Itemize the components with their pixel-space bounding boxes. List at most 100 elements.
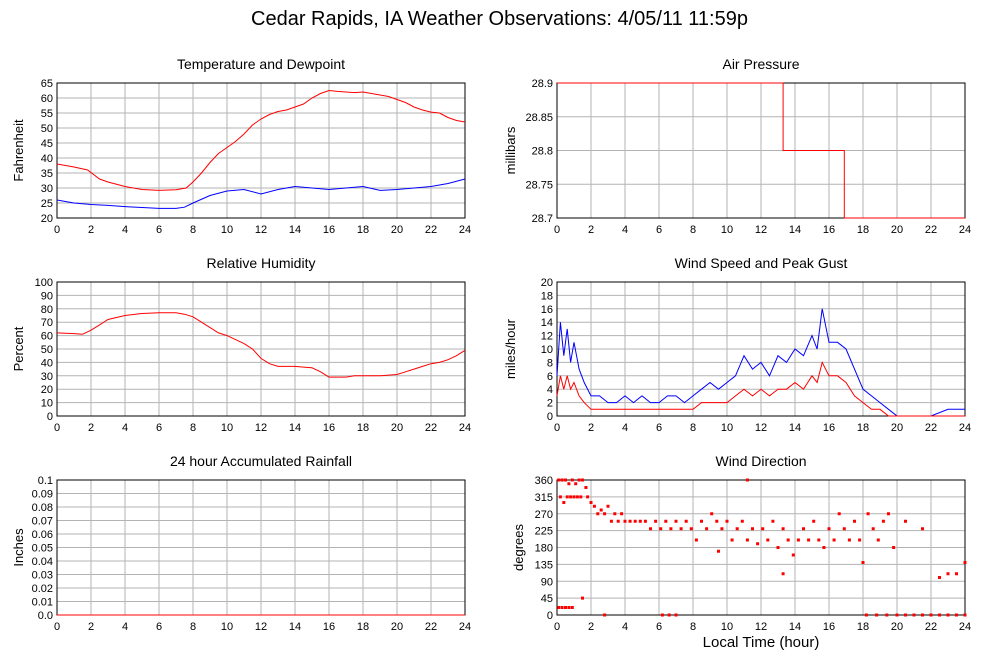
wind_direction-xtick-label: 14 <box>789 621 801 633</box>
wind_direction-point <box>740 519 744 523</box>
wind_direction-point <box>832 538 836 542</box>
pressure-xtick-label: 24 <box>959 224 971 236</box>
wind_direction-point <box>667 613 671 617</box>
humidity-xtick-label: 12 <box>255 422 267 434</box>
temperature-series-line-0 <box>56 89 466 191</box>
wind_direction-point <box>654 519 658 523</box>
humidity-y-axis-label: Percent <box>11 326 26 371</box>
wind_speed-y-axis-label: miles/hour <box>503 318 518 379</box>
humidity-ytick-label: 30 <box>41 371 53 383</box>
wind_direction-point <box>674 519 678 523</box>
wind_speed-xtick-label: 20 <box>891 422 903 434</box>
pressure-ytick-label: 28.9 <box>532 78 553 90</box>
wind_direction-point <box>569 495 573 499</box>
wind_speed-xtick-label: 12 <box>755 422 767 434</box>
wind_direction-point <box>861 561 865 564</box>
wind_direction-point <box>577 478 581 482</box>
humidity-ytick-label: 90 <box>41 290 53 302</box>
humidity-xtick-label: 14 <box>289 422 301 434</box>
wind_direction-point <box>751 527 754 531</box>
rainfall-xtick-label: 18 <box>357 621 369 633</box>
pressure-series-line-0 <box>557 82 965 219</box>
wind_direction-ytick-label: 225 <box>535 526 553 538</box>
wind_direction-ytick-label: 45 <box>541 593 553 605</box>
wind_direction-point <box>963 613 967 617</box>
wind_direction-point <box>735 527 739 531</box>
temperature-ytick-label: 55 <box>41 108 53 120</box>
temperature-xtick-label: 8 <box>190 224 196 236</box>
wind_direction-point <box>766 538 770 542</box>
wind_direction-point <box>781 572 785 576</box>
humidity-ytick-label: 100 <box>35 277 53 289</box>
wind_direction-point <box>802 527 805 531</box>
temperature-xtick-label: 2 <box>88 224 94 236</box>
rainfall-y-axis-label: Inches <box>11 528 26 567</box>
wind_speed-xtick-label: 6 <box>656 422 662 434</box>
wind_direction-point <box>674 613 678 617</box>
wind_direction-point <box>564 478 567 482</box>
wind_direction-point <box>730 538 734 542</box>
wind_direction-point <box>560 606 564 609</box>
humidity-title: Relative Humidity <box>207 255 316 271</box>
wind_direction-point <box>745 538 749 542</box>
rainfall-xtick-label: 12 <box>255 621 267 633</box>
wind_direction-point <box>606 504 610 508</box>
humidity-ytick-label: 10 <box>41 398 53 410</box>
wind_direction-ytick-label: 270 <box>535 509 553 521</box>
wind_direction-point <box>557 478 561 482</box>
wind_direction-point <box>575 495 579 499</box>
wind_direction-ytick-label: 135 <box>535 559 553 571</box>
wind_direction-ytick-label: 0 <box>547 610 553 622</box>
wind_speed-xtick-label: 4 <box>622 422 628 434</box>
wind_direction-point <box>558 495 562 499</box>
wind_direction-point <box>822 546 826 549</box>
temperature-xtick-label: 10 <box>221 224 233 236</box>
humidity-xtick-label: 16 <box>323 422 335 434</box>
wind_direction-point <box>745 478 749 482</box>
x-axis-label: Local Time (hour) <box>702 634 820 651</box>
humidity-xtick-label: 8 <box>190 422 196 434</box>
wind_speed-xtick-label: 0 <box>554 422 560 434</box>
rainfall-xtick-label: 10 <box>221 621 233 633</box>
wind_direction-point <box>689 527 693 531</box>
temperature-title: Temperature and Dewpoint <box>177 56 345 72</box>
wind_direction-point <box>938 613 941 617</box>
pressure-xtick-label: 4 <box>622 224 628 236</box>
rainfall-ytick-label: 0.01 <box>32 597 53 609</box>
wind_direction-xtick-label: 20 <box>891 621 903 633</box>
wind_direction-xtick-label: 4 <box>622 621 628 633</box>
wind_speed-ytick-label: 14 <box>541 317 553 329</box>
wind_direction-point <box>921 613 924 617</box>
wind_direction-ytick-label: 180 <box>535 543 553 555</box>
humidity-xtick-label: 22 <box>425 422 437 434</box>
wind_direction-point <box>921 527 924 531</box>
wind_direction-point <box>963 561 967 564</box>
wind_speed-xtick-label: 14 <box>789 422 801 434</box>
page-title: Cedar Rapids, IA Weather Observations: 4… <box>251 8 748 30</box>
wind_direction-point <box>710 512 714 516</box>
temperature-xtick-label: 20 <box>391 224 403 236</box>
temperature-frame <box>56 82 466 219</box>
rainfall-ytick-label: 0.04 <box>32 556 53 568</box>
rainfall-xtick-label: 20 <box>391 621 403 633</box>
wind_direction-point <box>603 512 607 516</box>
wind_direction-xtick-label: 6 <box>656 621 662 633</box>
wind_direction-point <box>904 613 907 617</box>
humidity-xtick-label: 6 <box>156 422 162 434</box>
humidity-xtick-label: 10 <box>221 422 233 434</box>
humidity-ytick-label: 0 <box>47 411 53 423</box>
wind_direction-point <box>776 546 780 549</box>
wind_direction-point <box>904 519 907 523</box>
wind_direction-point <box>664 519 668 523</box>
wind_direction-point <box>581 478 584 482</box>
wind_direction-point <box>579 495 583 499</box>
wind_direction-point <box>858 538 862 542</box>
wind_direction-point <box>567 606 571 609</box>
wind_direction-point <box>929 613 933 617</box>
wind_direction-point <box>938 576 941 579</box>
humidity-ytick-label: 60 <box>41 331 53 343</box>
